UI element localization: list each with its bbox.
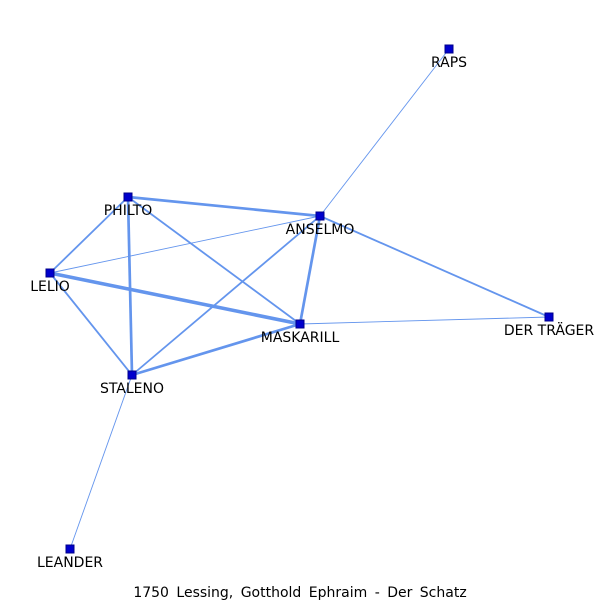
edge-anselmo-der-traeger: [319, 215, 550, 318]
edge-philto-anselmo: [127, 195, 321, 218]
node-leander: [65, 544, 75, 554]
edge-philto-lelio: [49, 196, 129, 274]
node-label-philto: PHILTO: [104, 203, 153, 219]
edges-layer: [49, 48, 550, 550]
node-label-lelio: LELIO: [30, 279, 70, 295]
edge-lelio-staleno: [49, 272, 133, 376]
node-anselmo: [315, 211, 325, 221]
edge-maskarill-staleno: [131, 322, 301, 377]
edge-philto-maskarill: [127, 196, 301, 325]
edge-maskarill-der-traeger: [299, 316, 550, 325]
edge-philto-staleno: [126, 196, 134, 376]
node-staleno: [127, 370, 137, 380]
node-raps: [444, 44, 454, 54]
edge-anselmo-lelio: [49, 215, 321, 274]
graph-caption: 1750 Lessing, Gotthold Ephraim - Der Sch…: [133, 585, 466, 600]
edge-anselmo-staleno: [131, 215, 321, 376]
node-lelio: [45, 268, 55, 278]
edge-raps-anselmo: [319, 48, 450, 217]
nodes-layer: [45, 44, 554, 554]
edge-anselmo-maskarill: [298, 215, 322, 325]
edge-lelio-maskarill: [49, 271, 301, 326]
node-label-leander: LEANDER: [37, 555, 103, 571]
node-label-raps: RAPS: [431, 55, 467, 71]
node-label-anselmo: ANSELMO: [286, 222, 355, 238]
edge-staleno-leander: [69, 374, 133, 550]
node-maskarill: [295, 319, 305, 329]
labels-layer: RAPS PHILTO ANSELMO LELIO MASKARILL DER TRÄGE…: [30, 55, 594, 571]
node-label-maskarill: MASKARILL: [261, 330, 340, 346]
node-philto: [123, 192, 133, 202]
node-label-der-traeger: DER TRÄGER: [504, 321, 595, 339]
node-label-staleno: STALENO: [100, 381, 164, 397]
node-der-traeger: [544, 312, 554, 322]
